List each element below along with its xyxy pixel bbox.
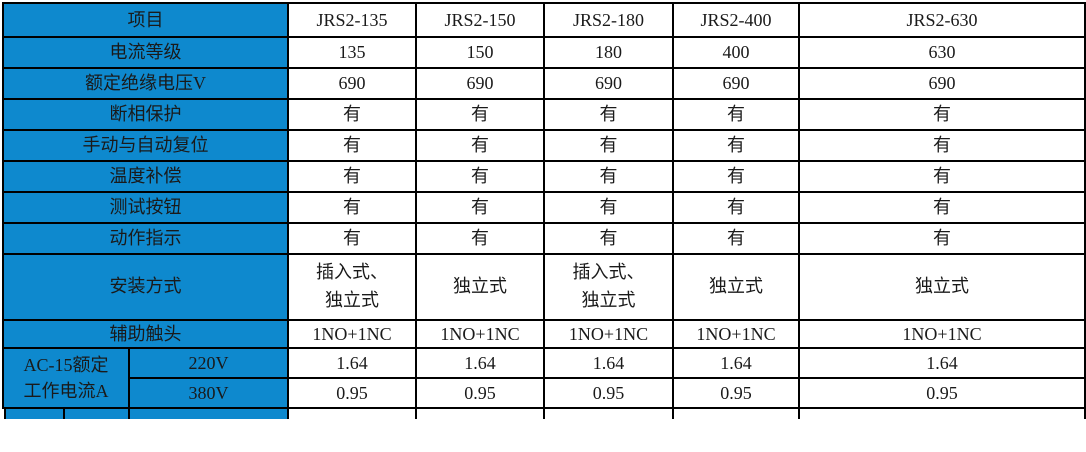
table-wrapper: 项目 JRS2-135 JRS2-150 JRS2-180 JRS2-400 J… — [2, 2, 1086, 420]
cell-value: 0.95 — [415, 377, 545, 410]
cell-value: 有 — [415, 222, 545, 255]
table-row-ac15-380v: 380V 0.95 0.95 0.95 0.95 0.95 — [3, 377, 1086, 410]
cutoff-cell — [130, 409, 289, 420]
table-row-manual-auto-reset: 手动与自动复位 有 有 有 有 有 — [2, 129, 1086, 162]
cell-value: 1.64 — [672, 347, 800, 380]
cell-value: 有 — [543, 191, 674, 224]
cell-value: 有 — [287, 222, 417, 255]
row-sublabel: 380V — [128, 377, 289, 410]
cell-value: 有 — [672, 98, 800, 131]
cutoff-cell — [65, 409, 130, 420]
cell-value: 180 — [543, 36, 674, 69]
cell-value: 0.95 — [798, 377, 1086, 410]
cell-value: 独立式 — [798, 253, 1086, 321]
cell-value: 690 — [287, 67, 417, 100]
cell-value: 有 — [798, 129, 1086, 162]
row-label: 测试按钮 — [2, 191, 289, 224]
cell-value: 有 — [287, 129, 417, 162]
cell-value: 有 — [672, 191, 800, 224]
cell-value: 有 — [287, 98, 417, 131]
cell-value: 有 — [672, 222, 800, 255]
cutoff-cell — [545, 409, 674, 420]
cell-value: 有 — [543, 222, 674, 255]
cell-value: 400 — [672, 36, 800, 69]
cutoff-cell — [289, 409, 417, 420]
cell-value: 有 — [415, 191, 545, 224]
cell-value: 插入式、 独立式 — [543, 253, 674, 321]
cell-value: 1NO+1NC — [672, 318, 800, 350]
cell-value: 690 — [672, 67, 800, 100]
cell-value: 有 — [798, 160, 1086, 193]
cell-value: 有 — [415, 98, 545, 131]
table-row-phase-failure-protection: 断相保护 有 有 有 有 有 — [2, 98, 1086, 131]
cell-value: 1.64 — [798, 347, 1086, 380]
cell-value: 135 — [287, 36, 417, 69]
cutoff-cell — [800, 409, 1086, 420]
cell-value: 有 — [287, 160, 417, 193]
header-model: JRS2-630 — [798, 2, 1086, 38]
cell-value: 1.64 — [287, 347, 417, 380]
cell-value: 1NO+1NC — [287, 318, 417, 350]
row-label: 安装方式 — [2, 253, 289, 321]
cell-value: 1.64 — [415, 347, 545, 380]
table-row-mounting-type: 安装方式 插入式、 独立式 独立式 插入式、 独立式 独立式 独立式 — [2, 253, 1086, 321]
cutoff-cell — [417, 409, 545, 420]
cell-value: 有 — [672, 160, 800, 193]
cell-value: 690 — [415, 67, 545, 100]
cell-value: 1.64 — [543, 347, 674, 380]
row-label: 辅助触头 — [2, 318, 289, 350]
row-label: 额定绝缘电压V — [2, 67, 289, 100]
cell-value: 有 — [543, 160, 674, 193]
row-label: 电流等级 — [2, 36, 289, 69]
row-label: 断相保护 — [2, 98, 289, 131]
cell-value: 0.95 — [543, 377, 674, 410]
cell-value: 有 — [672, 129, 800, 162]
jrs2-spec-table: 项目 JRS2-135 JRS2-150 JRS2-180 JRS2-400 J… — [2, 2, 1086, 410]
table-row-ac15-220v: AC-15额定 工作电流A 220V 1.64 1.64 1.64 1.64 1… — [2, 347, 1086, 410]
cutoff-cell — [4, 409, 65, 420]
header-model: JRS2-135 — [287, 2, 417, 38]
cutoff-cell — [674, 409, 800, 420]
cell-value: 独立式 — [672, 253, 800, 321]
table-row-action-indication: 动作指示 有 有 有 有 有 — [2, 222, 1086, 255]
cell-value: 0.95 — [287, 377, 417, 410]
cell-value: 630 — [798, 36, 1086, 69]
table-row-current-class: 电流等级 135 150 180 400 630 — [2, 36, 1086, 69]
row-label: 手动与自动复位 — [2, 129, 289, 162]
row-sublabel: 220V — [128, 347, 289, 380]
table-row-auxiliary-contacts: 辅助触头 1NO+1NC 1NO+1NC 1NO+1NC 1NO+1NC 1NO… — [2, 318, 1086, 350]
cell-value: 1NO+1NC — [415, 318, 545, 350]
table-row-insulation-voltage: 额定绝缘电压V 690 690 690 690 690 — [2, 67, 1086, 100]
cell-value: 1NO+1NC — [543, 318, 674, 350]
cell-value: 690 — [543, 67, 674, 100]
header-row: 项目 JRS2-135 JRS2-150 JRS2-180 JRS2-400 J… — [2, 2, 1086, 38]
table-row-test-button: 测试按钮 有 有 有 有 有 — [2, 191, 1086, 224]
row-label: 动作指示 — [2, 222, 289, 255]
ac15-group-label: AC-15额定 工作电流A — [2, 347, 130, 410]
cell-value: 有 — [287, 191, 417, 224]
cell-value: 有 — [798, 98, 1086, 131]
header-model: JRS2-150 — [415, 2, 545, 38]
table-row-temperature-compensation: 温度补偿 有 有 有 有 有 — [2, 160, 1086, 193]
cell-value: 有 — [415, 160, 545, 193]
row-label: 温度补偿 — [2, 160, 289, 193]
cell-value: 有 — [543, 129, 674, 162]
cell-value: 插入式、 独立式 — [287, 253, 417, 321]
cell-value: 有 — [543, 98, 674, 131]
cell-value: 0.95 — [672, 377, 800, 410]
cell-value: 有 — [415, 129, 545, 162]
cell-value: 150 — [415, 36, 545, 69]
cell-value: 有 — [798, 222, 1086, 255]
cell-value: 690 — [798, 67, 1086, 100]
cell-value: 有 — [798, 191, 1086, 224]
header-model: JRS2-400 — [672, 2, 800, 38]
header-model: JRS2-180 — [543, 2, 674, 38]
header-item-label: 项目 — [2, 2, 289, 38]
cutoff-partial-row — [4, 409, 1086, 420]
cell-value: 独立式 — [415, 253, 545, 321]
cell-value: 1NO+1NC — [798, 318, 1086, 350]
